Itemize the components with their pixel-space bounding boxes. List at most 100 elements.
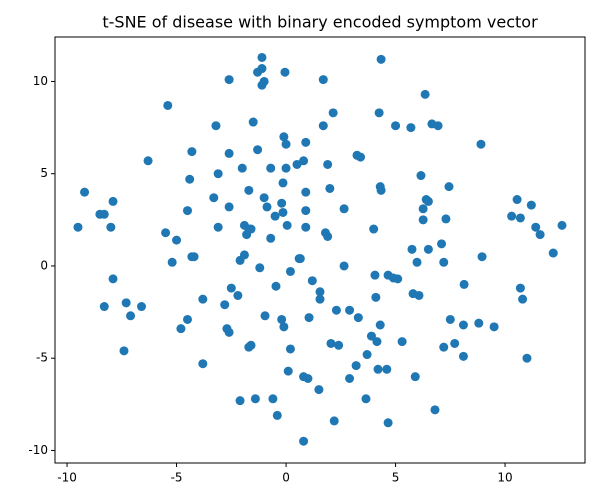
scatter-point: [323, 231, 333, 241]
scatter-point: [512, 195, 522, 205]
scatter-point: [315, 287, 325, 297]
scatter-point: [211, 121, 221, 131]
scatter-point: [268, 394, 278, 404]
scatter-point: [187, 147, 197, 157]
scatter-point: [376, 185, 386, 195]
y-tick-label: 10: [33, 74, 48, 88]
scatter-point: [515, 283, 525, 293]
scatter-point: [99, 302, 109, 312]
scatter-point: [277, 314, 287, 324]
scatter-point: [326, 338, 336, 348]
scatter-point: [224, 327, 234, 337]
scatter-point: [407, 244, 417, 254]
scatter-point: [270, 211, 280, 221]
scatter-point: [441, 214, 451, 224]
scatter-point: [412, 257, 422, 267]
scatter-point: [353, 313, 363, 323]
scatter-point: [224, 148, 234, 158]
scatter-point: [391, 121, 401, 131]
scatter-point: [301, 137, 311, 147]
scatter-point: [339, 204, 349, 214]
x-tick-label: -10: [57, 471, 77, 485]
scatter-point: [522, 353, 532, 363]
scatter-point: [266, 163, 276, 173]
scatter-point: [301, 187, 311, 197]
scatter-point: [351, 361, 361, 371]
scatter-point: [459, 279, 469, 289]
scatter-point: [271, 281, 281, 291]
scatter-point: [255, 263, 265, 273]
scatter-point: [281, 163, 291, 173]
scatter-point: [246, 340, 256, 350]
scatter-point: [371, 292, 381, 302]
scatter-point: [329, 416, 339, 426]
scatter-point: [410, 372, 420, 382]
scatter-point: [318, 121, 328, 131]
scatter-point: [458, 320, 468, 330]
scatter-point: [172, 235, 182, 245]
scatter-point: [282, 220, 292, 230]
scatter-point: [253, 145, 263, 155]
scatter-point: [450, 338, 460, 348]
scatter-point: [318, 75, 328, 85]
x-tick-label: 0: [282, 471, 290, 485]
scatter-point: [126, 311, 136, 321]
scatter-point: [272, 410, 282, 420]
scatter-point: [299, 436, 309, 446]
scatter-point: [220, 300, 230, 310]
scatter-point: [339, 261, 349, 271]
scatter-point: [279, 132, 289, 142]
scatter-point: [143, 156, 153, 166]
scatter-point: [301, 222, 311, 232]
scatter-point: [304, 313, 314, 323]
scatter-point: [108, 274, 118, 284]
scatter-point: [437, 239, 447, 249]
scatter-point: [233, 290, 243, 300]
scatter-point: [299, 156, 309, 166]
scatter-point: [314, 385, 324, 395]
scatter-point: [108, 196, 118, 206]
scatter-point: [393, 274, 403, 284]
x-tick-label: 5: [392, 471, 400, 485]
scatter-point: [278, 178, 288, 188]
scatter-point: [397, 337, 407, 347]
scatter-point: [382, 364, 392, 374]
scatter-point: [334, 340, 344, 350]
scatter-point: [356, 152, 366, 162]
scatter-point: [303, 374, 313, 384]
scatter-point: [376, 54, 386, 64]
x-tick-label: 10: [497, 471, 512, 485]
scatter-point: [489, 322, 499, 332]
x-tick-label: -5: [171, 471, 183, 485]
scatter-point: [418, 215, 428, 225]
scatter-point: [295, 254, 305, 264]
scatter-point: [257, 64, 267, 74]
scatter-point: [185, 174, 195, 184]
scatter-point: [259, 76, 269, 86]
scatter-point: [277, 198, 287, 208]
scatter-point: [439, 257, 449, 267]
scatter-point: [458, 351, 468, 361]
scatter-point: [345, 305, 355, 315]
scatter-point: [383, 418, 393, 428]
scatter-point: [477, 252, 487, 262]
scatter-point: [137, 302, 147, 312]
scatter-point: [423, 196, 433, 206]
scatter-point: [439, 342, 449, 352]
scatter-point: [189, 252, 199, 262]
scatter-point: [430, 405, 440, 415]
scatter-point: [80, 187, 90, 197]
scatter-point: [209, 193, 219, 203]
scatter-point: [266, 233, 276, 243]
scatter-point: [373, 364, 383, 374]
scatter-point: [406, 123, 416, 133]
scatter-point: [362, 350, 372, 360]
scatter-point: [246, 224, 256, 234]
scatter-point: [285, 266, 295, 276]
scatter-point: [416, 171, 426, 181]
scatter-point: [224, 202, 234, 212]
scatter-point: [262, 202, 272, 212]
scatter-point: [119, 346, 129, 356]
scatter-point: [423, 244, 433, 254]
scatter-point: [420, 89, 430, 99]
